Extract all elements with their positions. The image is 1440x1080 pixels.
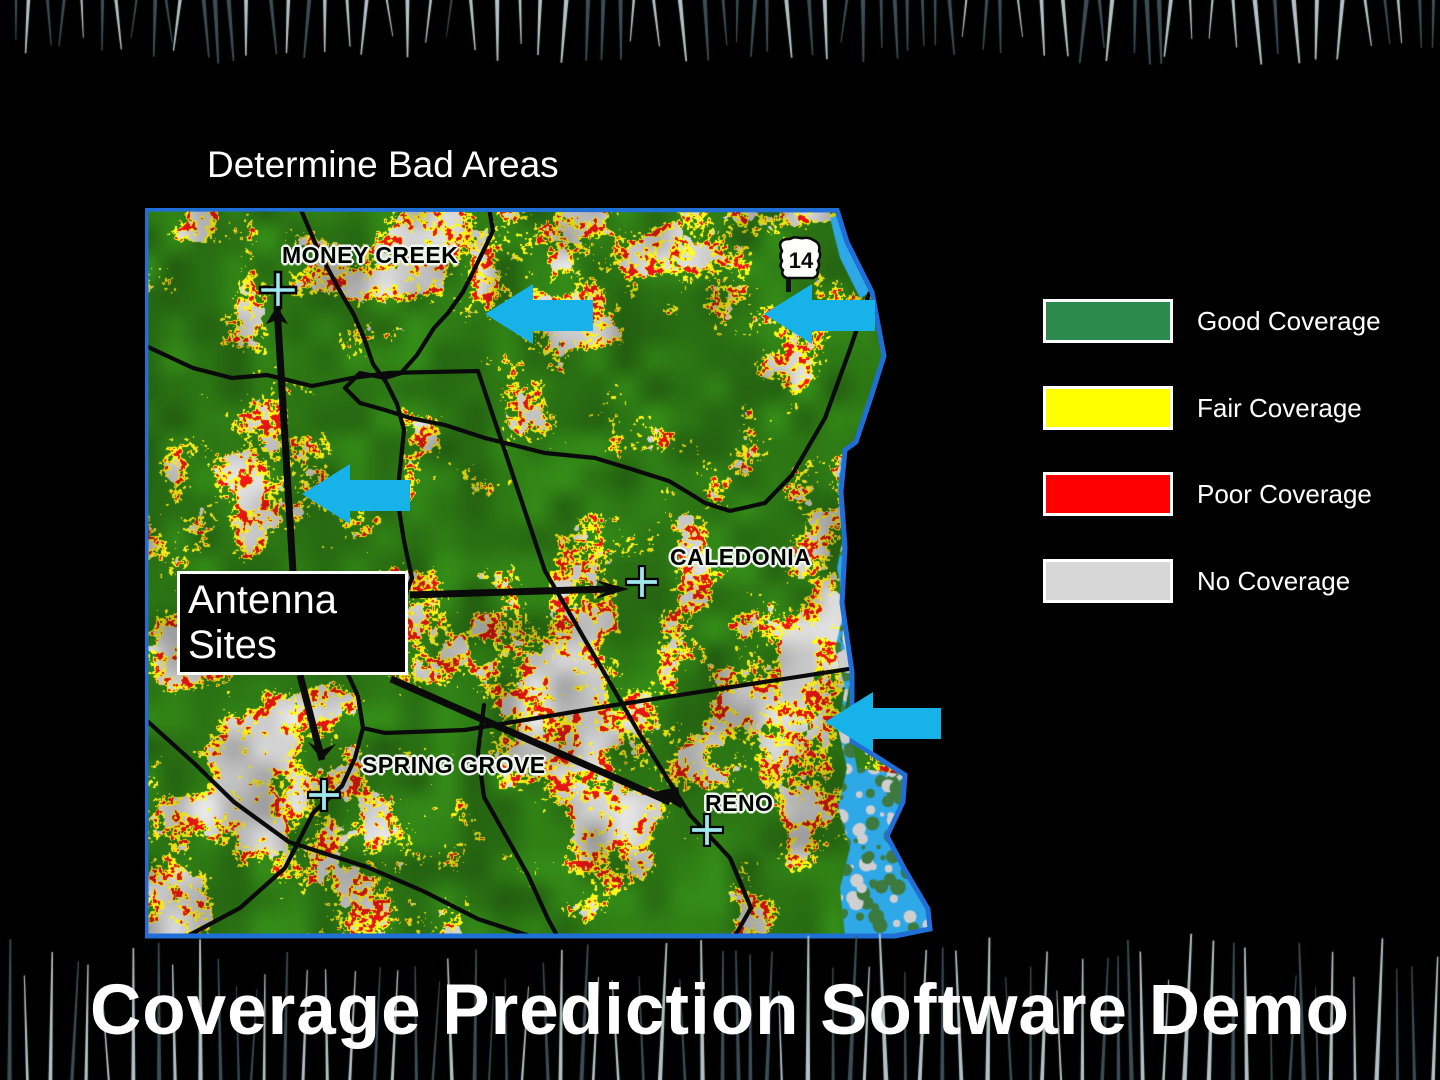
svg-text:14: 14 bbox=[789, 248, 814, 273]
